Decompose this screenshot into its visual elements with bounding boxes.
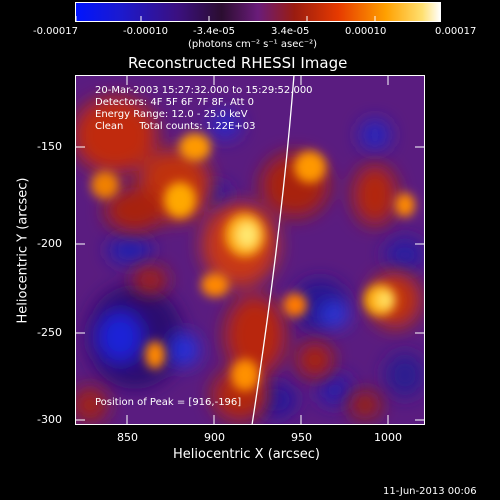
y-axis-title: Heliocentric Y (arcsec) (15, 177, 31, 324)
colorbar-tick-label: 0.00017 (435, 26, 477, 37)
y-tick-label: -200 (37, 237, 62, 250)
x-tick-label: 950 (291, 431, 312, 444)
colorbar-unit-label: (photons cm⁻² s⁻¹ asec⁻²) (188, 39, 318, 50)
x-tick-label: 1000 (374, 431, 402, 444)
info-line: Energy Range: 12.0 - 25.0 keV (95, 109, 248, 120)
info-line: Clean Total counts: 1.22E+03 (95, 121, 256, 132)
colorbar-tick-label: 0.00010 (345, 26, 387, 37)
peak-position-label: Position of Peak = [916,-196] (95, 397, 242, 408)
solar-limb-line (251, 75, 295, 425)
y-tick-label: -250 (37, 326, 62, 339)
colorbar-tick-label: -3.4e-05 (193, 26, 235, 37)
rhessi-image (75, 75, 425, 425)
y-tick-label: -300 (37, 413, 62, 426)
colorbar-tick-label: -0.00010 (123, 26, 168, 37)
x-axis-title: Heliocentric X (arcsec) (173, 447, 320, 462)
x-tick-label: 900 (204, 431, 225, 444)
info-line: 20-Mar-2003 15:27:32.000 to 15:29:52.000 (95, 85, 313, 96)
y-tick-label: -150 (37, 140, 62, 153)
info-line: Detectors: 4F 5F 6F 7F 8F, Att 0 (95, 97, 255, 108)
colorbar (75, 2, 441, 22)
colorbar-tick-label: -0.00017 (33, 26, 78, 37)
footer-date: 11-Jun-2013 00:06 (383, 486, 477, 497)
plot-title: Reconstructed RHESSI Image (128, 54, 348, 72)
colorbar-tick-label: 3.4e-05 (271, 26, 310, 37)
x-tick-label: 850 (117, 431, 138, 444)
